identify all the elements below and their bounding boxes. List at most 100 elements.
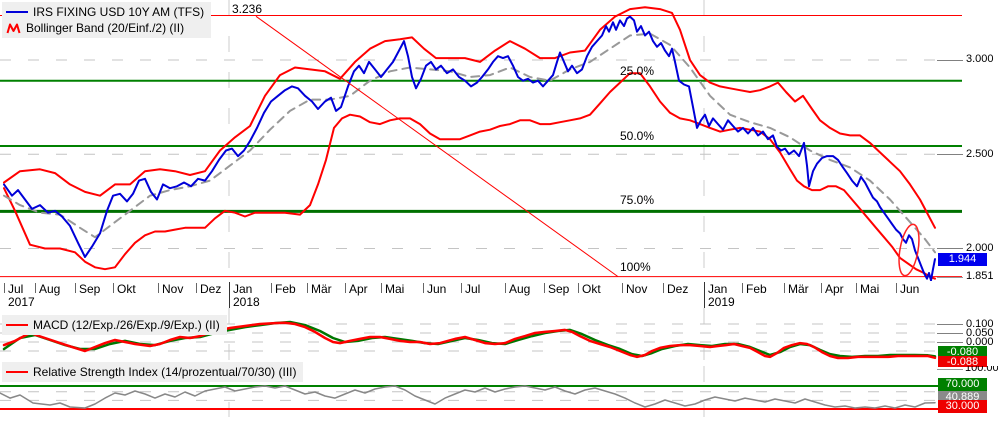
month-label: Aug <box>509 282 531 296</box>
price-line-swatch <box>6 11 28 13</box>
bollinger-upper-band <box>3 6 936 229</box>
legend-macd[interactable]: MACD (12/Exp./26/Exp./9/Exp.) (II) <box>2 315 227 335</box>
macd-panel <box>0 308 937 366</box>
macd-line <box>2 321 937 360</box>
month-tick <box>423 283 424 293</box>
axis-label: 100.000 <box>965 366 998 374</box>
axis-tick-line <box>937 333 963 334</box>
legend-macd-label: MACD (12/Exp./26/Exp./9/Exp.) (II) <box>33 318 220 332</box>
rsi-line-swatch <box>6 371 28 373</box>
month-tick <box>381 283 382 293</box>
month-label: Jun <box>900 282 920 296</box>
month-tick <box>307 283 308 293</box>
legend-bollinger-row[interactable]: Bollinger Band (20/Einf./2) (II) <box>6 20 204 36</box>
month-label: Feb <box>275 282 296 296</box>
rsi-panel <box>0 366 962 417</box>
year-label: 2019 <box>708 295 735 309</box>
month-tick <box>622 283 623 293</box>
month-label: Mär <box>788 282 809 296</box>
trendline[interactable] <box>255 15 619 278</box>
month-label: Apr <box>825 282 844 296</box>
month-label: Jun <box>427 282 447 296</box>
axis-tick-line <box>937 369 963 370</box>
rsi-line <box>0 385 936 409</box>
month-label: Jan <box>708 282 728 296</box>
month-tick <box>35 283 36 293</box>
month-label: Jul <box>8 282 24 296</box>
month-tick <box>578 283 579 293</box>
month-tick <box>663 283 664 293</box>
month-tick <box>505 283 506 293</box>
legend-bollinger-label: Bollinger Band (20/Einf./2) (II) <box>26 21 185 35</box>
axis-label: 2.000 <box>966 242 994 254</box>
axis-tick-line <box>937 342 963 343</box>
month-tick <box>229 282 230 308</box>
month-tick <box>742 283 743 293</box>
axis-tick-line <box>937 60 963 61</box>
level-0pct-3236-label: 3.236 <box>232 1 263 16</box>
bollinger-middle-band <box>3 32 936 254</box>
month-label: Mär <box>311 282 332 296</box>
legend-price-label: IRS FIXING USD 10Y AM (TFS) <box>33 5 205 19</box>
bollinger-lower-band <box>3 72 936 280</box>
month-tick <box>896 283 897 293</box>
month-tick <box>856 283 857 293</box>
axis-label: 1.851 <box>966 270 994 282</box>
month-label: Dez <box>667 282 689 296</box>
axis-badge-clipped: -0.088 <box>938 356 998 367</box>
last-value-badge: -0.080 <box>938 346 987 359</box>
month-label: Nov <box>162 282 184 296</box>
month-label: Sep <box>79 282 101 296</box>
month-label: Mai <box>385 282 405 296</box>
month-tick <box>271 283 272 293</box>
axis-label: 0.000 <box>966 336 994 348</box>
month-label: Nov <box>626 282 648 296</box>
axis-tick-line <box>937 248 963 249</box>
fib-75-line-label: 75.0% <box>620 193 655 208</box>
axis-label: 0.050 <box>966 327 994 339</box>
last-value-badge: 30.000 <box>938 400 987 413</box>
month-tick <box>4 283 5 293</box>
legend-price-row[interactable]: IRS FIXING USD 10Y AM (TFS) <box>6 4 204 20</box>
axis-tick-line <box>937 277 963 278</box>
month-tick <box>704 282 705 308</box>
year-label: 2017 <box>8 295 35 309</box>
last-value-badge: -0.088 <box>938 356 987 367</box>
last-value-badge: 1.944 <box>938 253 987 266</box>
legend-rsi[interactable]: Relative Strength Index (14/prozentual/7… <box>2 362 304 382</box>
month-tick <box>461 283 462 293</box>
month-tick <box>158 283 159 293</box>
ellipse-annotation[interactable] <box>896 223 923 277</box>
month-tick <box>821 283 822 293</box>
month-label: Apr <box>349 282 368 296</box>
axis-label: 0.100 <box>966 318 994 330</box>
macd-line-swatch <box>6 324 28 326</box>
bollinger-icon <box>6 22 21 35</box>
month-tick <box>113 283 114 293</box>
month-tick <box>784 283 785 293</box>
axis-label: 2.500 <box>966 148 994 160</box>
year-label: 2018 <box>233 295 260 309</box>
month-label: Jan <box>233 282 253 296</box>
month-label: Okt <box>582 282 601 296</box>
month-label: Mai <box>860 282 880 296</box>
legend-rsi-label: Relative Strength Index (14/prozentual/7… <box>33 365 297 379</box>
axis-tick-line <box>937 324 963 325</box>
price-line <box>3 15 936 281</box>
month-tick <box>544 283 545 293</box>
axis-label: 3.000 <box>966 53 994 65</box>
month-label: Sep <box>548 282 570 296</box>
legend-main[interactable]: IRS FIXING USD 10Y AM (TFS) Bollinger Ba… <box>2 2 212 38</box>
fib-25-line-label: 25.0% <box>620 63 655 78</box>
month-label: Okt <box>117 282 136 296</box>
axis-tick-line <box>937 154 963 155</box>
month-label: Feb <box>746 282 767 296</box>
month-tick <box>75 283 76 293</box>
last-value-badge: 70.000 <box>938 378 987 391</box>
main-price-panel <box>0 0 962 281</box>
month-label: Jul <box>465 282 481 296</box>
month-label: Dez <box>200 282 222 296</box>
fib-100-line-label: 100% <box>620 259 651 274</box>
month-label: Aug <box>39 282 61 296</box>
